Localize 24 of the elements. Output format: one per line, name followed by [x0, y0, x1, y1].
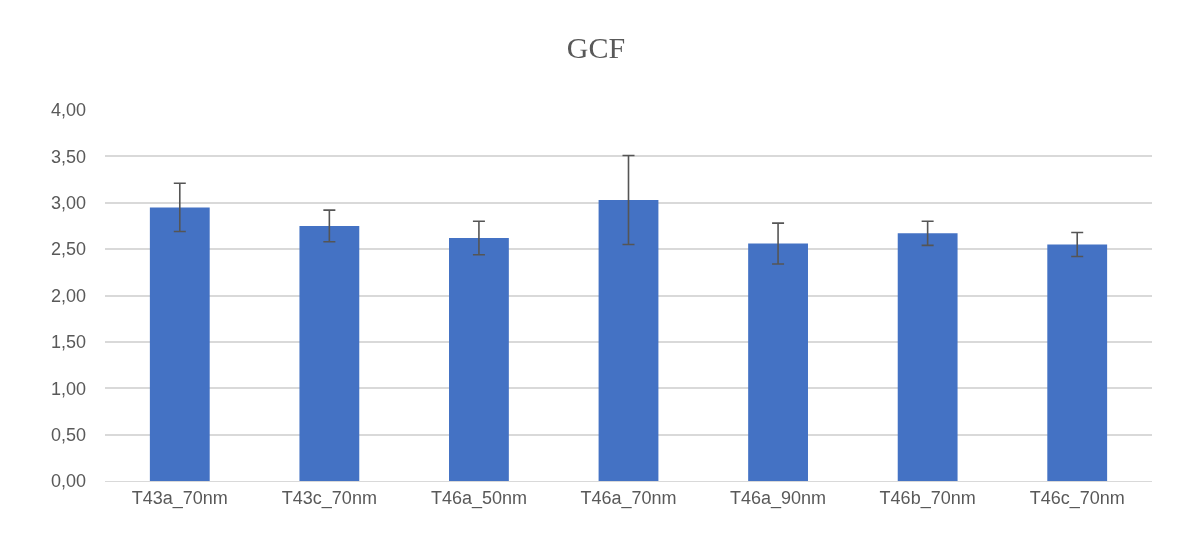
- bar: [897, 233, 958, 481]
- y-tick-label: 1,00: [50, 378, 86, 399]
- y-tick-label: 3,00: [50, 193, 86, 214]
- x-tick-label: T46a_70nm: [580, 487, 677, 509]
- x-tick-label: T46b_70nm: [879, 487, 976, 509]
- x-tick-label: T43a_70nm: [131, 487, 228, 509]
- bar: [598, 199, 659, 481]
- bar: [449, 237, 509, 481]
- bar: [748, 243, 808, 481]
- bar: [299, 225, 360, 481]
- x-tick-label: T46c_70nm: [1029, 487, 1125, 509]
- x-tick-label: T43c_70nm: [281, 487, 377, 509]
- y-tick-label: 2,00: [50, 285, 86, 306]
- bar: [149, 207, 210, 481]
- y-tick-label: 0,50: [50, 424, 86, 445]
- y-tick-label: 0,00: [50, 471, 86, 492]
- y-tick-label: 2,50: [50, 239, 86, 260]
- y-tick-label: 1,50: [50, 332, 86, 353]
- x-tick-label: T46a_90nm: [730, 487, 827, 509]
- x-tick-label: T46a_50nm: [430, 487, 527, 509]
- y-tick-label: 4,00: [50, 100, 86, 121]
- chart-title: GCF: [566, 31, 626, 65]
- y-tick-label: 3,50: [50, 146, 86, 167]
- bar: [1047, 244, 1108, 481]
